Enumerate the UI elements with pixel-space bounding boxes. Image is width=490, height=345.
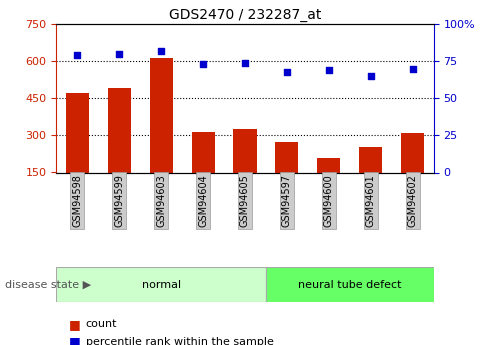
Text: percentile rank within the sample: percentile rank within the sample [86,337,273,345]
Bar [275,141,298,209]
Bar [149,58,172,209]
Text: ■: ■ [69,318,80,331]
Bar [359,147,382,209]
Point [283,69,291,75]
Text: ■: ■ [69,335,80,345]
Text: GSM94605: GSM94605 [240,174,250,227]
Bar [401,134,424,209]
Bar [318,158,341,209]
Bar [66,93,89,209]
Text: GSM94602: GSM94602 [408,174,417,227]
Text: neural tube defect: neural tube defect [298,280,402,289]
Text: GSM94598: GSM94598 [73,174,82,227]
Text: normal: normal [142,280,181,289]
Point [325,67,333,73]
Bar [108,88,131,209]
FancyBboxPatch shape [266,267,434,302]
Text: count: count [86,319,117,329]
FancyBboxPatch shape [56,267,266,302]
Point [74,52,81,58]
Text: disease state ▶: disease state ▶ [5,280,91,289]
Text: GSM94600: GSM94600 [324,174,334,227]
Text: GSM94601: GSM94601 [366,174,376,227]
Bar [233,129,257,209]
Point [241,60,249,66]
Point [199,61,207,67]
Text: GSM94604: GSM94604 [198,174,208,227]
Title: GDS2470 / 232287_at: GDS2470 / 232287_at [169,8,321,22]
Bar [192,132,215,209]
Point [367,73,375,79]
Point [115,51,123,57]
Point [157,48,165,53]
Text: GSM94599: GSM94599 [114,174,124,227]
Text: GSM94597: GSM94597 [282,174,292,227]
Text: GSM94603: GSM94603 [156,174,166,227]
Point [409,66,416,71]
